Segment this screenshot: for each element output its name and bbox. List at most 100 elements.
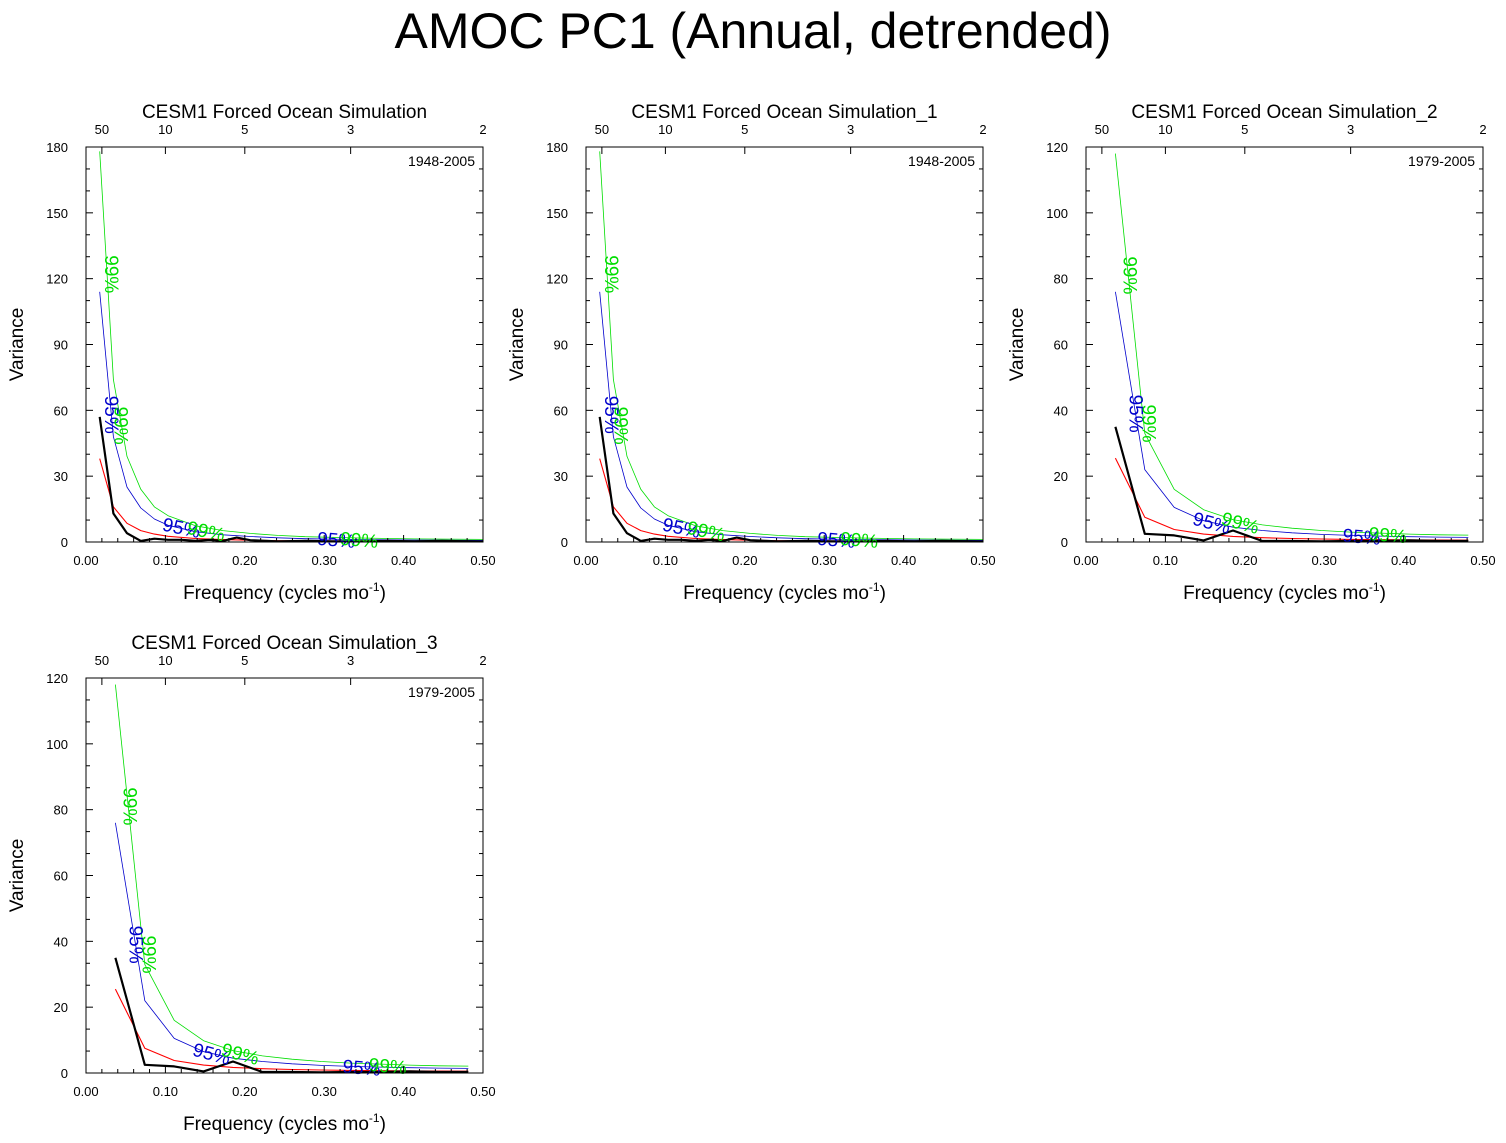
top-axis-tick-label: 3 xyxy=(347,122,354,137)
y-tick-label: 0 xyxy=(61,1066,68,1081)
x-axis-label: Frequency (cycles mo-1) xyxy=(183,1111,386,1135)
x-tick-label: 0.50 xyxy=(470,1084,495,1099)
x-tick-label: 0.00 xyxy=(573,553,598,568)
y-tick-label: 120 xyxy=(546,272,568,287)
panel-title: CESM1 Forced Ocean Simulation_1 xyxy=(631,102,937,123)
x-tick-label: 0.00 xyxy=(1073,553,1098,568)
y-tick-label: 0 xyxy=(561,535,568,550)
x-tick-label: 0.00 xyxy=(73,1084,98,1099)
confidence-label: 99% xyxy=(1137,404,1158,442)
x-tick-label: 0.30 xyxy=(312,553,337,568)
y-tick-label: 180 xyxy=(546,140,568,155)
confidence-label: 99% xyxy=(1118,256,1139,294)
y-tick-label: 150 xyxy=(46,206,68,221)
x-tick-label: 0.40 xyxy=(891,553,916,568)
confidence-label: 99% xyxy=(118,787,139,825)
confidence-label: 99% xyxy=(339,529,379,553)
y-tick-label: 180 xyxy=(46,140,68,155)
y-tick-label: 60 xyxy=(554,403,568,418)
y-tick-label: 100 xyxy=(46,737,68,752)
top-axis-tick-label: 10 xyxy=(158,653,172,668)
panel-title: CESM1 Forced Ocean Simulation_2 xyxy=(1131,102,1437,123)
y-tick-label: 120 xyxy=(46,671,68,686)
red-noise-line xyxy=(599,458,983,542)
ci95-line xyxy=(115,822,469,1069)
spectrum-line xyxy=(98,416,483,542)
plot-frame xyxy=(85,146,484,543)
y-tick-label: 150 xyxy=(546,206,568,221)
y-axis-label: Variance xyxy=(507,308,528,382)
x-axis-label: Frequency (cycles mo-1) xyxy=(183,580,386,604)
x-axis-label: Frequency (cycles mo-1) xyxy=(683,580,886,604)
y-axis-label: Variance xyxy=(1007,308,1028,382)
x-tick-label: 0.00 xyxy=(73,553,98,568)
confidence-label: 95% xyxy=(816,529,856,553)
top-axis-tick-label: 50 xyxy=(595,122,609,137)
y-tick-label: 20 xyxy=(54,1000,68,1015)
top-axis-tick-label: 10 xyxy=(1158,122,1172,137)
x-tick-label: 0.20 xyxy=(232,1084,257,1099)
top-axis-tick-label: 5 xyxy=(741,122,748,137)
x-tick-label: 0.10 xyxy=(653,553,678,568)
confidence-label: 95% xyxy=(1342,526,1382,550)
x-tick-label: 0.40 xyxy=(391,553,416,568)
plot-frame xyxy=(1085,146,1484,543)
confidence-label: 99% xyxy=(137,935,158,973)
ci99-line xyxy=(1115,153,1469,536)
x-tick-label: 0.40 xyxy=(1391,553,1416,568)
x-tick-label: 0.20 xyxy=(732,553,757,568)
confidence-label: 99% xyxy=(839,529,879,553)
top-axis-tick-label: 5 xyxy=(1241,122,1248,137)
confidence-label: 99% xyxy=(610,407,631,445)
period-label: 1948-2005 xyxy=(908,153,975,169)
y-tick-label: 0 xyxy=(1061,535,1068,550)
ci99-line xyxy=(99,151,483,540)
x-tick-label: 0.40 xyxy=(391,1084,416,1099)
top-axis-tick-label: 3 xyxy=(1347,122,1354,137)
x-tick-label: 0.10 xyxy=(153,1084,178,1099)
y-tick-label: 120 xyxy=(46,272,68,287)
spectrum-line xyxy=(598,416,983,542)
y-axis-label: Variance xyxy=(7,839,28,913)
period-label: 1979-2005 xyxy=(408,684,475,700)
top-axis-tick-label: 2 xyxy=(1479,122,1486,137)
confidence-label: 99% xyxy=(600,255,621,293)
x-tick-label: 0.30 xyxy=(1312,553,1337,568)
x-tick-label: 0.50 xyxy=(470,553,495,568)
figure-title: AMOC PC1 (Annual, detrended) xyxy=(394,3,1112,59)
x-axis-label: Frequency (cycles mo-1) xyxy=(1183,580,1386,604)
x-tick-label: 0.10 xyxy=(1153,553,1178,568)
red-noise-line xyxy=(99,458,483,542)
top-axis-tick-label: 2 xyxy=(479,122,486,137)
y-tick-label: 90 xyxy=(554,338,568,353)
confidence-label: 95% xyxy=(125,926,146,964)
x-tick-label: 0.20 xyxy=(232,553,257,568)
top-axis-tick-label: 3 xyxy=(347,653,354,668)
chart-panel-3: 99%95%99%95%99% 95%99%0.00 0.10 0.20 0.30 0.4… xyxy=(1007,102,1496,604)
ci95-line xyxy=(599,291,983,541)
top-axis-tick-label: 50 xyxy=(1095,122,1109,137)
plot-frame xyxy=(85,677,484,1074)
confidence-label: 95% xyxy=(100,396,121,434)
y-axis-label: Variance xyxy=(7,308,28,382)
confidence-label: 95% xyxy=(342,1057,382,1081)
y-tick-label: 60 xyxy=(54,403,68,418)
y-tick-label: 100 xyxy=(1046,206,1068,221)
confidence-label: 95% xyxy=(1125,395,1146,433)
ci99-line xyxy=(599,151,983,540)
chart-panel-4: 99%95%99%95%99% 95%99%0.00 0.10 0.20 0.30 0.4… xyxy=(7,633,496,1135)
confidence-label: 95% xyxy=(600,396,621,434)
top-axis-tick-label: 50 xyxy=(95,653,109,668)
x-tick-label: 0.10 xyxy=(153,553,178,568)
period-label: 1979-2005 xyxy=(1408,153,1475,169)
ci95-line xyxy=(1115,291,1469,538)
plot-frame xyxy=(585,146,984,543)
spectrum-line xyxy=(1114,426,1469,542)
y-tick-label: 30 xyxy=(554,469,568,484)
top-axis-tick-label: 10 xyxy=(158,122,172,137)
y-tick-label: 40 xyxy=(54,934,68,949)
chart-panel-1: 99%95%99%95%99% 95%99%0.00 0.10 0.20 0.30 0.4… xyxy=(7,102,496,604)
y-tick-label: 60 xyxy=(54,869,68,884)
x-tick-label: 0.50 xyxy=(970,553,995,568)
